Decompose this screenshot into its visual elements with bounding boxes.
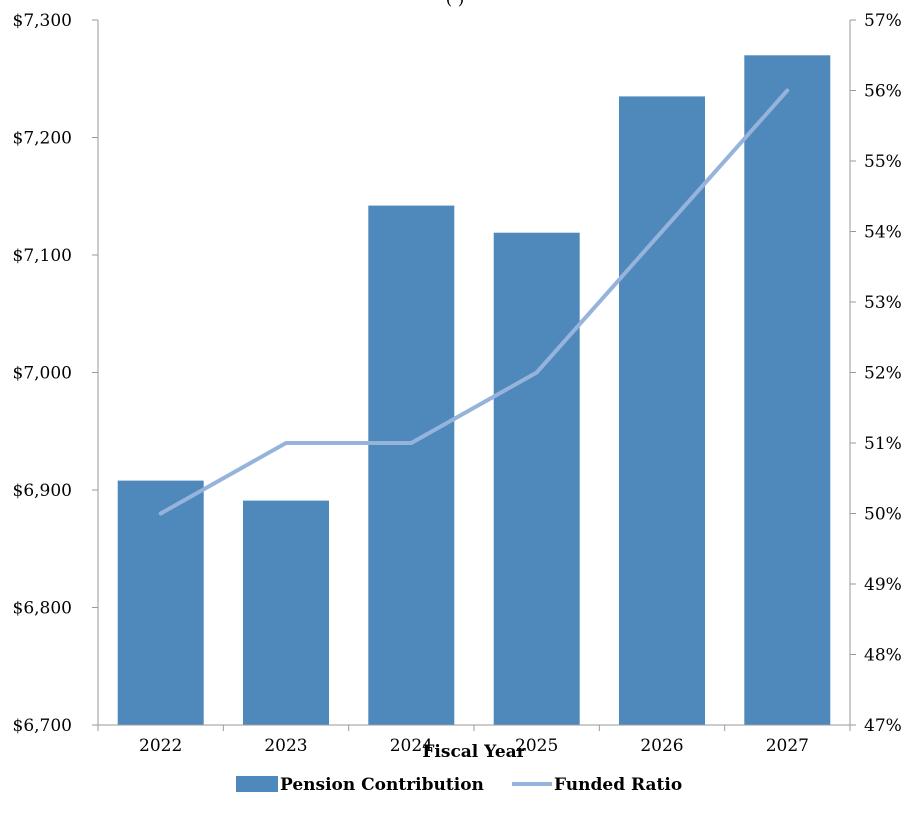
legend-label-funded-ratio: Funded Ratio <box>554 775 682 795</box>
right-tick-label: 50% <box>864 505 902 525</box>
right-tick-label: 57% <box>864 11 902 31</box>
legend-label-pension-contribution: Pension Contribution <box>280 775 484 795</box>
right-tick-label: 55% <box>864 152 902 172</box>
x-tick-label-2025: 2025 <box>515 736 558 756</box>
bars-layer <box>117 55 831 726</box>
right-tick-label: 49% <box>864 575 902 595</box>
x-tick-label-2024: 2024 <box>390 736 433 756</box>
x-axis-title: Fiscal Year <box>422 742 526 762</box>
left-tick-label: $6,800 <box>13 599 72 619</box>
x-tick-label-2027: 2027 <box>766 736 809 756</box>
x-axis-ticks: 2022 2023 2024 2025 2026 2027 <box>97 725 851 756</box>
left-tick-label: $6,700 <box>13 716 72 736</box>
line-layer <box>158 88 790 516</box>
right-tick-label: 47% <box>864 716 902 736</box>
x-tick-label-2022: 2022 <box>139 736 182 756</box>
left-tick-label: $7,000 <box>13 364 72 384</box>
left-tick-label: $7,100 <box>13 246 72 266</box>
legend-swatch-pension-contribution <box>236 776 278 792</box>
bar-2024 <box>368 205 455 726</box>
bar-2023 <box>243 500 329 725</box>
bar-2022 <box>117 480 204 725</box>
x-tick-label-2026: 2026 <box>640 736 683 756</box>
left-tick-label: $6,900 <box>13 481 72 501</box>
line-funded-ratio <box>158 88 790 516</box>
right-tick-label: 54% <box>864 223 902 243</box>
bar-2027 <box>744 55 831 726</box>
legend: Pension Contribution Funded Ratio <box>236 775 682 795</box>
x-tick-label-2023: 2023 <box>264 736 307 756</box>
right-tick-label: 56% <box>864 82 902 102</box>
left-axis-ticks: $6,700 $6,800 $6,900 $7,000 $7,100 $7,200 $7,3… <box>13 11 98 736</box>
axes-layer <box>97 20 851 726</box>
bar-2026 <box>619 96 705 725</box>
right-tick-label: 48% <box>864 646 902 666</box>
chart-title: ( ) <box>446 0 465 9</box>
right-tick-label: 51% <box>864 434 902 454</box>
left-tick-label: $7,200 <box>13 129 72 149</box>
right-axis-ticks: 47% 48% 49% 50% 51% 52% 53% 54% 55% 56% 57% <box>850 11 902 736</box>
right-tick-label: 53% <box>864 293 902 313</box>
bar-2025 <box>493 232 580 725</box>
left-tick-label: $7,300 <box>13 11 72 31</box>
right-tick-label: 52% <box>864 364 902 384</box>
